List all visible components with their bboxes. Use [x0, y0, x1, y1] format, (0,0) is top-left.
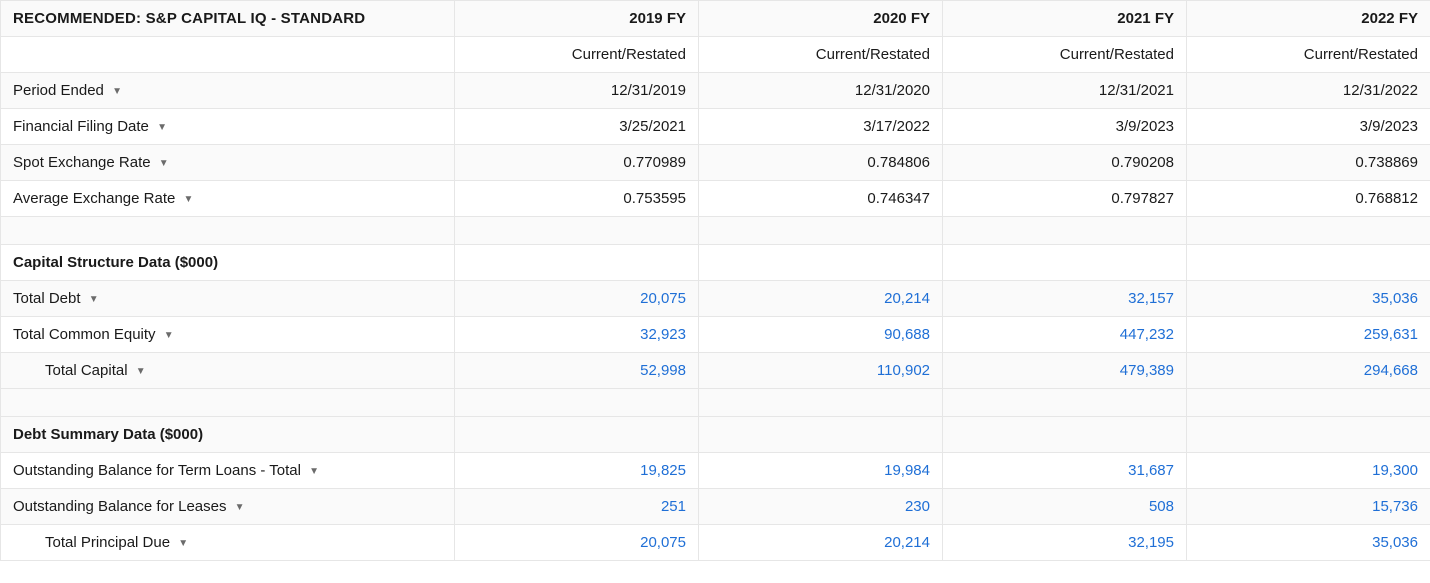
value-cell-link[interactable]: 52,998	[455, 353, 699, 389]
header-row: RECOMMENDED: S&P CAPITAL IQ - STANDARD 2…	[1, 1, 1430, 37]
value-cell: 12/31/2021	[943, 73, 1187, 109]
value-cell-link[interactable]: 35,036	[1187, 281, 1430, 317]
row-label[interactable]: Total Principal Due ▼	[1, 525, 455, 561]
section-title: Capital Structure Data ($000)	[1, 245, 455, 281]
row-label[interactable]: Average Exchange Rate ▼	[1, 181, 455, 217]
empty-cell	[699, 245, 943, 281]
value-cell-link[interactable]: 20,075	[455, 525, 699, 561]
caret-down-icon: ▼	[112, 86, 122, 97]
value-cell: 0.746347	[699, 181, 943, 217]
empty-cell	[1187, 417, 1430, 453]
empty-cell	[455, 417, 699, 453]
value-cell: 0.768812	[1187, 181, 1430, 217]
spacer-cell	[1187, 389, 1430, 417]
row-label[interactable]: Period Ended ▼	[1, 73, 455, 109]
value-cell-link[interactable]: 31,687	[943, 453, 1187, 489]
empty-cell	[1, 37, 455, 73]
row-label[interactable]: Outstanding Balance for Term Loans - Tot…	[1, 453, 455, 489]
value-cell-link[interactable]: 15,736	[1187, 489, 1430, 525]
table-title: RECOMMENDED: S&P CAPITAL IQ - STANDARD	[1, 1, 455, 37]
value-cell-link[interactable]: 90,688	[699, 317, 943, 353]
value-cell-link[interactable]: 508	[943, 489, 1187, 525]
value-cell-link[interactable]: 32,195	[943, 525, 1187, 561]
value-cell-link[interactable]: 19,984	[699, 453, 943, 489]
value-cell: 3/17/2022	[699, 109, 943, 145]
value-cell: 0.753595	[455, 181, 699, 217]
spacer-row	[1, 389, 1430, 417]
caret-down-icon: ▼	[164, 330, 174, 341]
row-label[interactable]: Total Common Equity ▼	[1, 317, 455, 353]
value-cell-link[interactable]: 32,923	[455, 317, 699, 353]
section-title: Debt Summary Data ($000)	[1, 417, 455, 453]
spacer-cell	[455, 389, 699, 417]
subheader-cell: Current/Restated	[699, 37, 943, 73]
row-label[interactable]: Total Capital ▼	[1, 353, 455, 389]
caret-down-icon: ▼	[157, 122, 167, 133]
caret-down-icon: ▼	[136, 366, 146, 377]
value-cell: 3/9/2023	[1187, 109, 1430, 145]
caret-down-icon: ▼	[309, 466, 319, 477]
col-header[interactable]: 2022 FY	[1187, 1, 1430, 37]
value-cell-link[interactable]: 447,232	[943, 317, 1187, 353]
empty-cell	[455, 245, 699, 281]
financial-table: RECOMMENDED: S&P CAPITAL IQ - STANDARD 2…	[0, 0, 1430, 561]
subheader-cell: Current/Restated	[943, 37, 1187, 73]
row-label[interactable]: Spot Exchange Rate ▼	[1, 145, 455, 181]
value-cell: 12/31/2019	[455, 73, 699, 109]
caret-down-icon: ▼	[89, 294, 99, 305]
value-cell-link[interactable]: 479,389	[943, 353, 1187, 389]
value-cell: 12/31/2022	[1187, 73, 1430, 109]
caret-down-icon: ▼	[159, 158, 169, 169]
value-cell-link[interactable]: 19,825	[455, 453, 699, 489]
spacer-cell	[1187, 217, 1430, 245]
spacer-cell	[699, 389, 943, 417]
value-cell: 3/9/2023	[943, 109, 1187, 145]
row-label[interactable]: Outstanding Balance for Leases ▼	[1, 489, 455, 525]
value-cell-link[interactable]: 20,214	[699, 525, 943, 561]
value-cell-link[interactable]: 251	[455, 489, 699, 525]
empty-cell	[943, 417, 1187, 453]
value-cell-link[interactable]: 19,300	[1187, 453, 1430, 489]
empty-cell	[699, 417, 943, 453]
value-cell-link[interactable]: 230	[699, 489, 943, 525]
empty-cell	[943, 245, 1187, 281]
subheader-cell: Current/Restated	[455, 37, 699, 73]
spacer-cell	[1, 389, 455, 417]
value-cell: 3/25/2021	[455, 109, 699, 145]
value-cell-link[interactable]: 294,668	[1187, 353, 1430, 389]
spacer-cell	[455, 217, 699, 245]
value-cell: 12/31/2020	[699, 73, 943, 109]
caret-down-icon: ▼	[184, 194, 194, 205]
spacer-cell	[1, 217, 455, 245]
value-cell: 0.738869	[1187, 145, 1430, 181]
row-label[interactable]: Total Debt ▼	[1, 281, 455, 317]
empty-cell	[1187, 245, 1430, 281]
col-header[interactable]: 2019 FY	[455, 1, 699, 37]
col-header[interactable]: 2020 FY	[699, 1, 943, 37]
spacer-cell	[943, 217, 1187, 245]
spacer-cell	[943, 389, 1187, 417]
value-cell-link[interactable]: 110,902	[699, 353, 943, 389]
value-cell: 0.797827	[943, 181, 1187, 217]
caret-down-icon: ▼	[178, 538, 188, 549]
subheader-cell: Current/Restated	[1187, 37, 1430, 73]
value-cell-link[interactable]: 259,631	[1187, 317, 1430, 353]
spacer-cell	[699, 217, 943, 245]
value-cell: 0.770989	[455, 145, 699, 181]
spacer-row	[1, 217, 1430, 245]
value-cell-link[interactable]: 35,036	[1187, 525, 1430, 561]
value-cell-link[interactable]: 20,075	[455, 281, 699, 317]
caret-down-icon: ▼	[235, 502, 245, 513]
row-label[interactable]: Financial Filing Date ▼	[1, 109, 455, 145]
value-cell-link[interactable]: 20,214	[699, 281, 943, 317]
value-cell-link[interactable]: 32,157	[943, 281, 1187, 317]
col-header[interactable]: 2021 FY	[943, 1, 1187, 37]
value-cell: 0.790208	[943, 145, 1187, 181]
value-cell: 0.784806	[699, 145, 943, 181]
